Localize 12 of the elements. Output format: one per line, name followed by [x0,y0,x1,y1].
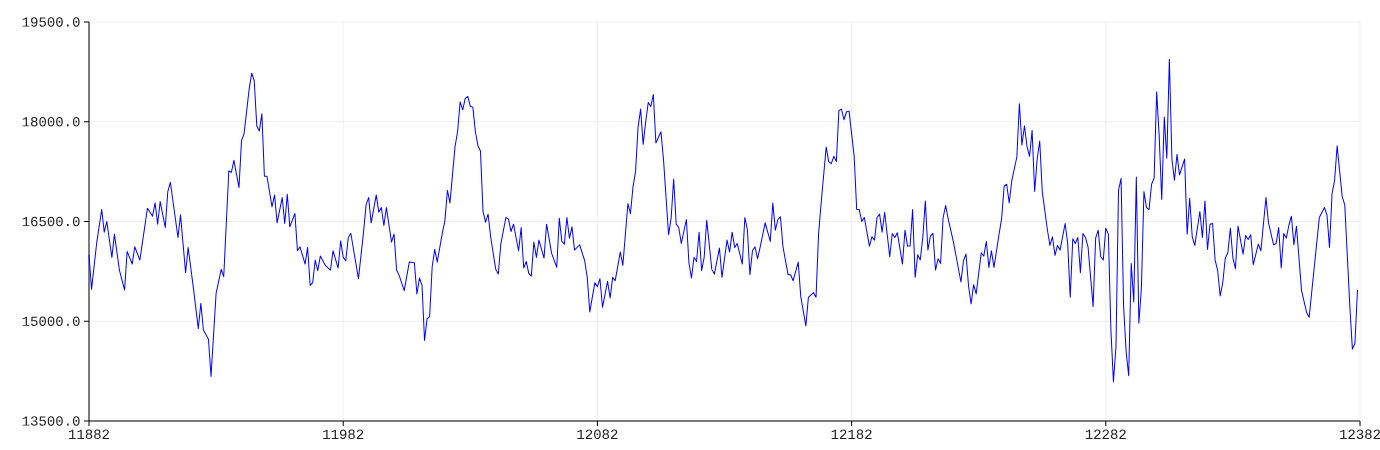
line-series [88,58,1358,383]
y-tick-label: 18000.0 [22,117,80,127]
y-tick-label: 16500.0 [22,216,80,227]
x-tick-label: 11982 [323,429,364,440]
y-tick-label: 15000.0 [22,316,80,326]
x-tick-label: 12082 [577,429,618,440]
x-tick-label: 12182 [831,429,872,440]
y-tick-label: 13500.0 [22,416,80,426]
y-tick-label: 19500.0 [22,17,80,27]
x-tick-label: 11882 [69,429,110,440]
x-tick-label: 12282 [1085,429,1126,440]
x-tick-label: 12382 [1340,429,1380,440]
